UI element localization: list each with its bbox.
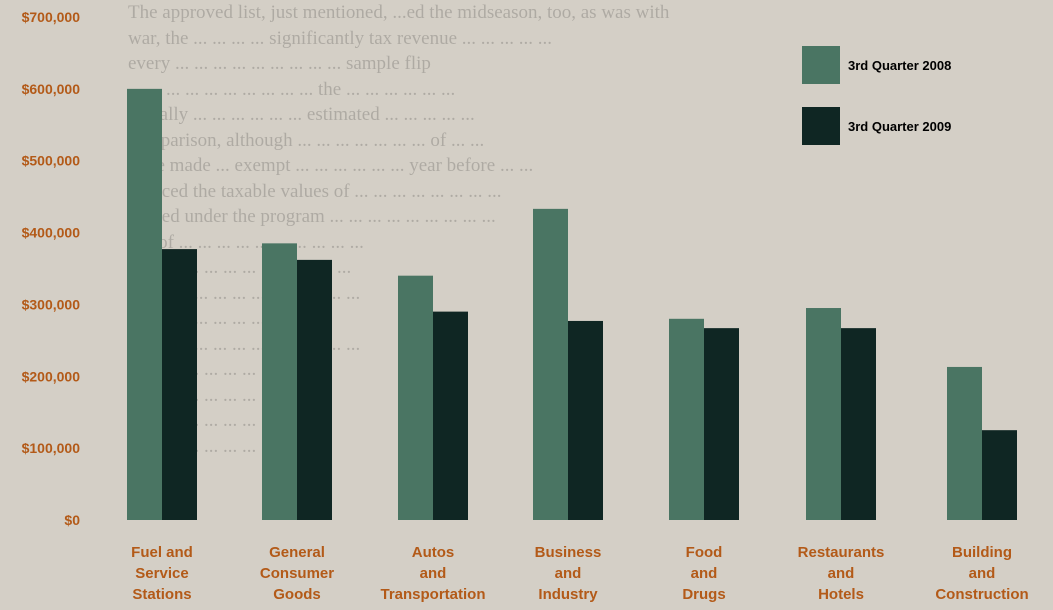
category-label: Goods: [273, 586, 321, 603]
bar-2008-5: [806, 308, 841, 520]
background-text-line: chased under the program ... ... ... ...…: [128, 206, 496, 227]
category-label: Autos: [412, 544, 455, 561]
background-text-line: ... ... ... ... ... ... ... ... ... ... …: [128, 78, 456, 100]
y-tick-label: $200,000: [22, 368, 81, 384]
bar-2009-1: [297, 259, 332, 520]
bar-2009-3: [568, 320, 603, 520]
legend-label: 3rd Quarter 2008: [848, 58, 951, 73]
y-tick-label: $700,000: [22, 9, 81, 25]
category-label: Restaurants: [798, 544, 885, 561]
background-text-line: comparison, although ... ... ... ... ...…: [128, 129, 485, 151]
category-label: Construction: [935, 586, 1028, 603]
bar-2009-2: [433, 311, 468, 520]
bar-2008-2: [398, 275, 433, 520]
legend-swatch-0: [802, 46, 840, 84]
category-label: and: [691, 565, 718, 582]
bar-2009-4: [704, 328, 739, 520]
background-text-line: war, the ... ... ... ... significantly t…: [128, 27, 553, 49]
background-text-line: The approved list, just mentioned, ...ed…: [128, 2, 670, 23]
bar-2009-0: [162, 249, 197, 520]
y-tick-label: $400,000: [22, 225, 81, 241]
category-label: Hotels: [818, 586, 864, 603]
category-label: Stations: [132, 586, 191, 603]
category-label: Industry: [538, 586, 598, 603]
background-text-line: reduced the taxable values of ... ... ..…: [128, 180, 502, 202]
category-label: Service: [135, 565, 188, 582]
bar-2008-4: [669, 318, 704, 520]
category-label: Food: [686, 544, 723, 561]
category-label: and: [555, 565, 582, 582]
category-label: and: [969, 565, 996, 582]
category-label: Business: [535, 544, 602, 561]
category-label: Consumer: [260, 565, 334, 582]
y-tick-label: $100,000: [22, 440, 81, 456]
background-text-line: every ... ... ... ... ... ... ... ... ..…: [128, 53, 431, 74]
category-label: Building: [952, 544, 1012, 561]
category-label: Drugs: [682, 586, 725, 603]
y-tick-label: $600,000: [22, 81, 81, 97]
bar-2009-6: [982, 430, 1017, 520]
y-tick-label: $500,000: [22, 153, 81, 169]
y-tick-label: $0: [64, 512, 80, 528]
legend-swatch-1: [802, 107, 840, 145]
legend-label: 3rd Quarter 2009: [848, 119, 951, 134]
bar-2009-5: [841, 328, 876, 520]
bar-2008-6: [947, 366, 982, 520]
category-label: Fuel and: [131, 544, 193, 561]
category-label: and: [420, 565, 447, 582]
bar-2008-0: [127, 88, 162, 520]
bar-2008-3: [533, 208, 568, 520]
category-label: General: [269, 544, 325, 561]
category-label: and: [828, 565, 855, 582]
y-tick-label: $300,000: [22, 296, 81, 312]
category-label: Transportation: [380, 586, 485, 603]
bar-2008-1: [262, 243, 297, 520]
